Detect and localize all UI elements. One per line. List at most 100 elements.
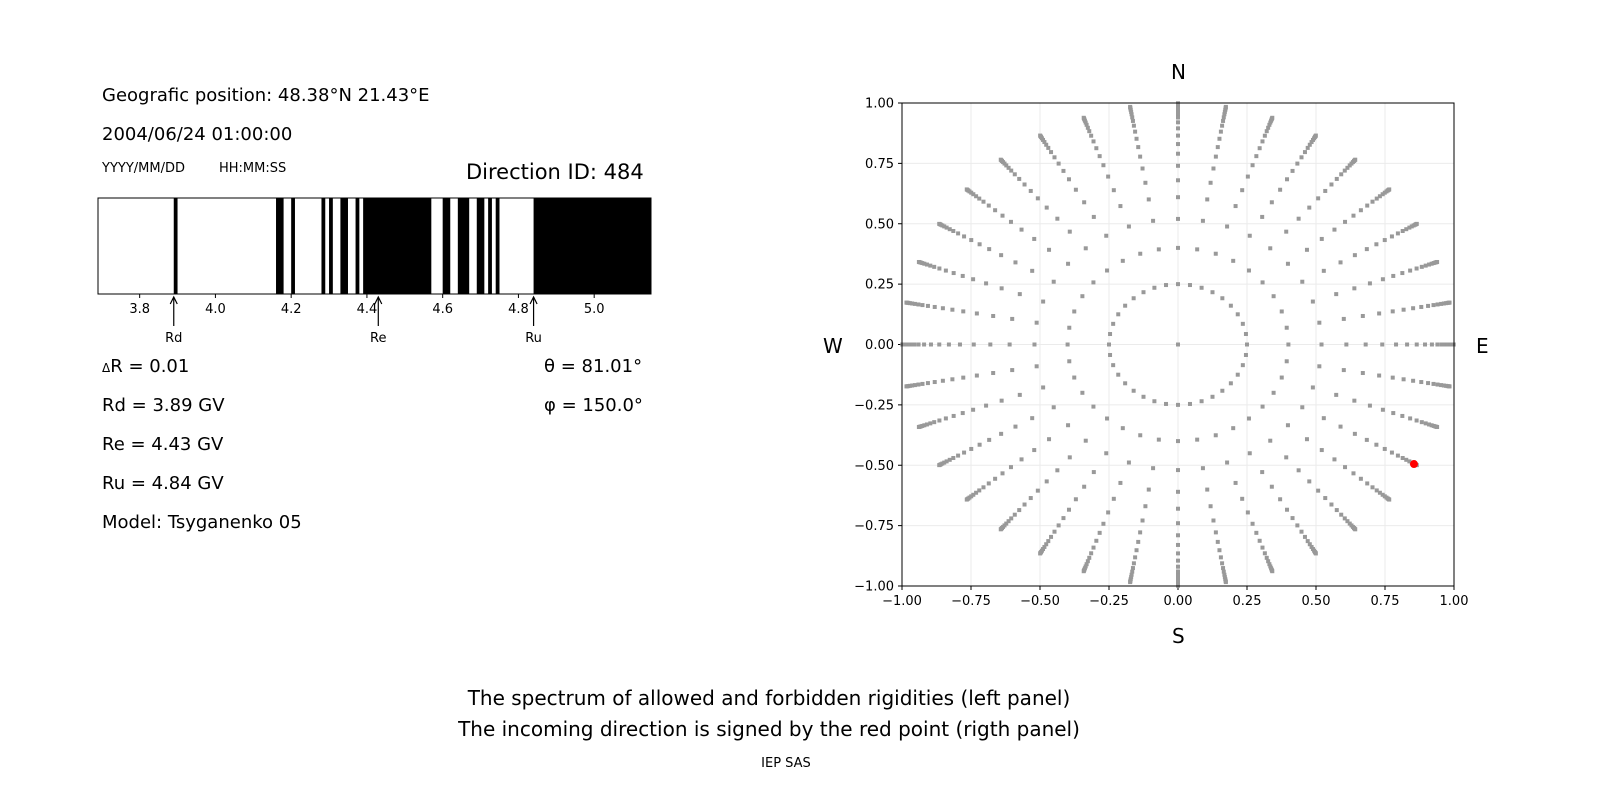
grid-point [956,453,961,458]
grid-point [974,194,979,199]
grid-point [1012,512,1017,517]
grid-point [1017,176,1022,181]
grid-point [1370,485,1375,490]
grid-point [1235,312,1240,317]
grid-point [1010,368,1015,373]
grid-point [1009,516,1014,521]
forbidden-band [321,198,326,294]
grid-point [1199,399,1204,404]
grid-point [1091,139,1096,144]
grid-point [1343,219,1348,224]
grid-point [950,377,955,382]
grid-point [1176,506,1180,511]
grid-point [1407,225,1412,230]
grid-point [1317,364,1322,369]
grid-point [1123,381,1128,386]
grid-point [1094,146,1099,151]
grid-point [1408,268,1413,273]
grid-point [998,527,1003,532]
grid-point [1329,502,1334,507]
grid-point [1290,168,1295,173]
grid-point [1245,342,1249,347]
grid-point [1400,413,1405,418]
grid-point [971,342,976,347]
grid-point [1176,564,1180,569]
grid-point [906,342,911,347]
grid-point [1427,262,1432,267]
spectrum-frame [97,197,652,295]
grid-point [925,303,930,308]
grid-point [1143,504,1148,509]
grid-point [1240,321,1245,326]
grid-point [1390,375,1395,380]
grid-point [977,488,982,493]
grid-point [1353,527,1358,532]
x-tick-label: 4.6 [432,302,453,317]
grid-point [1047,437,1052,442]
grid-point [961,375,966,380]
grid-point [1221,569,1226,574]
footer-line-1: The spectrum of allowed and forbidden ri… [467,686,1071,710]
grid-point [1101,163,1106,168]
grid-point [1108,352,1113,357]
grid-point [1338,424,1343,429]
grid-point [1133,129,1138,134]
grid-point [1073,497,1078,502]
grid-point [1049,150,1054,155]
grid-point [1205,197,1210,202]
grid-point [904,300,909,305]
grid-point [1427,422,1432,427]
footer-line-2: The incoming direction is signed by the … [458,717,1080,741]
grid-point [964,497,969,502]
grid-point [1097,154,1102,159]
grid-point [1344,342,1349,347]
grid-point [1046,539,1051,544]
grid-point [1131,296,1136,301]
grid-point [1104,233,1109,238]
grid-point [1061,516,1066,521]
grid-point [1389,234,1394,239]
forbidden-band [495,198,500,294]
grid-point [1360,313,1365,318]
grid-point [1006,165,1011,170]
grid-point [1316,196,1321,201]
grid-point [1138,251,1143,256]
grid-point [1215,145,1220,150]
grid-point [1176,120,1180,125]
grid-point [1164,401,1169,406]
grid-point [1210,290,1215,295]
grid-point [916,259,921,264]
phi-value: φ = 150.0° [544,395,643,416]
y-tick-label: 0.00 [865,338,894,353]
grid-point [1138,154,1143,159]
grid-point [1176,195,1180,200]
grid-point [1377,490,1382,495]
grid-point [1380,407,1385,412]
grid-point [1353,157,1358,162]
plot-frame [901,102,1455,587]
grid-point [1038,133,1043,138]
grid-point [1380,277,1385,282]
grid-point [1285,261,1290,266]
grid-point [1414,221,1419,226]
grid-point [1408,416,1413,421]
grid-point [1323,188,1328,193]
grid-point [1260,404,1265,409]
grid-point [1176,111,1180,116]
grid-point [1111,363,1116,368]
grid-point [1382,446,1387,451]
grid-point [1222,572,1227,577]
grid-point [1156,437,1161,442]
grid-point [1235,372,1240,377]
grid-point [1047,247,1052,252]
grid-point [1377,311,1382,316]
grid-point [1419,264,1424,269]
grid-point [916,342,921,347]
grid-point [1176,533,1180,538]
grid-point [1176,489,1180,494]
grid-point [1345,165,1350,170]
grid-point [1030,268,1035,273]
grid-point [1307,205,1312,210]
grid-point [1254,154,1259,159]
grid-point [1387,187,1392,192]
